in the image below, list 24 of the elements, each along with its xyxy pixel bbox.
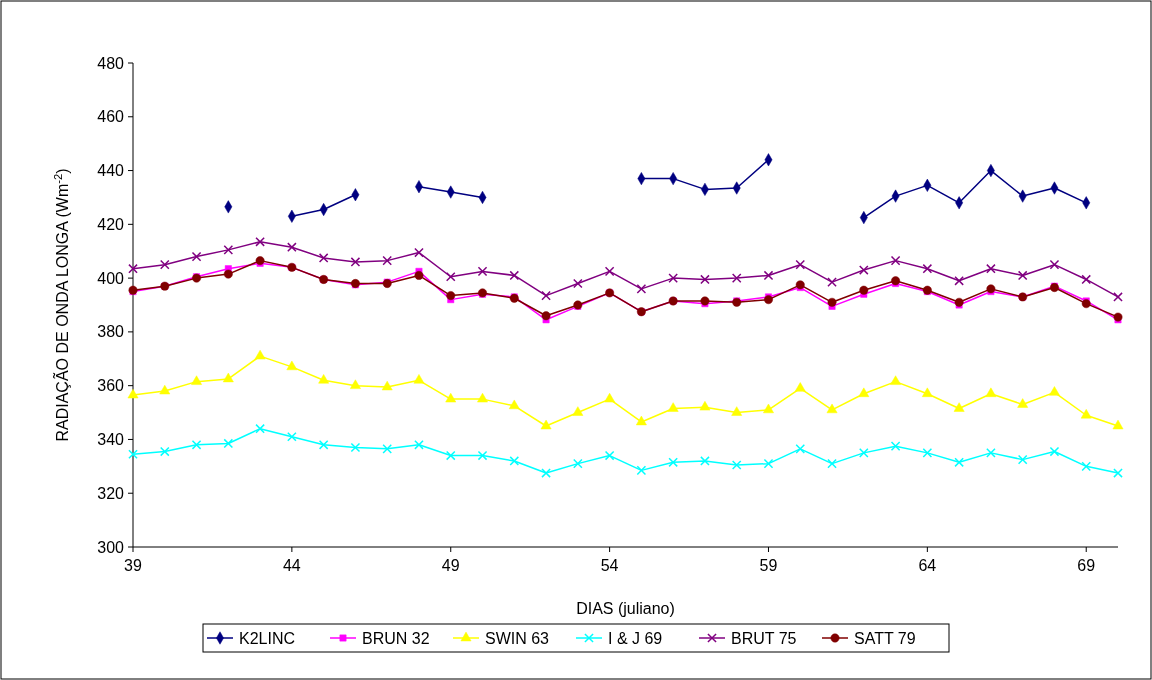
legend-label: I & J 69 xyxy=(608,629,663,647)
y-tick-label: 300 xyxy=(97,538,125,556)
y-tick-label: 440 xyxy=(97,162,125,180)
y-tick-label: 360 xyxy=(97,377,125,395)
y-tick-label: 420 xyxy=(97,215,125,233)
y-tick-label: 460 xyxy=(97,108,125,126)
x-tick-label: 49 xyxy=(441,557,460,574)
y-tick-label: 320 xyxy=(97,484,125,502)
legend-label: BRUT 75 xyxy=(731,629,797,647)
y-tick-label: 400 xyxy=(97,269,125,287)
x-tick-label: 59 xyxy=(759,557,778,574)
x-tick-label: 39 xyxy=(124,557,142,574)
y-tick-label: 380 xyxy=(97,323,125,341)
x-tick-label: 69 xyxy=(1077,557,1096,574)
y-tick-label: 340 xyxy=(97,431,125,449)
x-tick-label: 64 xyxy=(918,557,937,574)
x-tick-label: 44 xyxy=(282,557,301,574)
x-axis-title: DIAS (juliano) xyxy=(576,600,675,617)
legend-label: SWIN 63 xyxy=(485,629,550,647)
x-tick-label: 54 xyxy=(600,557,619,574)
legend-label: K2LINC xyxy=(239,629,296,647)
legend-label: BRUN 32 xyxy=(362,629,430,647)
y-tick-label: 480 xyxy=(97,54,125,72)
legend-label: SATT 79 xyxy=(854,629,916,647)
